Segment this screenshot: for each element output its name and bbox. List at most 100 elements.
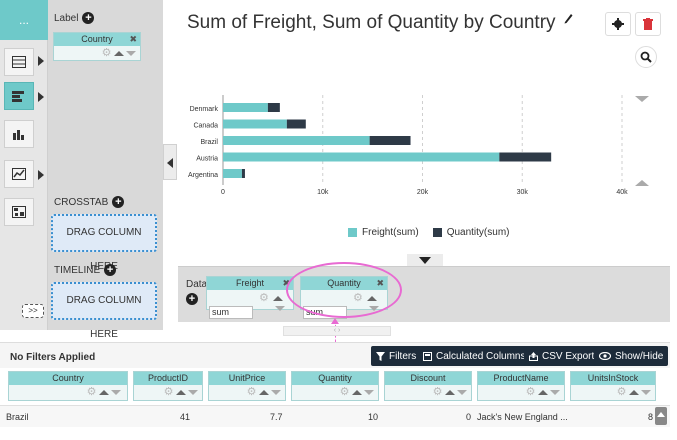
sort-asc-icon[interactable]: [99, 390, 109, 396]
bar-freight[interactable]: [223, 152, 500, 162]
sort-desc-icon[interactable]: [457, 390, 467, 396]
chip-settings-icon[interactable]: ⚙: [616, 386, 627, 398]
add-crosstab-button[interactable]: +: [112, 196, 125, 208]
chip-settings-icon[interactable]: ⚙: [101, 47, 112, 59]
edit-title-icon[interactable]: [563, 12, 573, 24]
label-country-chip[interactable]: Country ✖ ⚙: [53, 32, 141, 61]
sort-asc-icon[interactable]: [273, 296, 283, 302]
sort-asc-icon[interactable]: [176, 390, 186, 396]
remove-chip-icon[interactable]: ✖: [376, 278, 384, 288]
cell-quantity: 10: [368, 412, 379, 422]
delete-chart-button[interactable]: [635, 12, 661, 36]
horizontal-scroll-strip[interactable]: ‹ ›: [283, 326, 391, 336]
collapse-panel-handle[interactable]: [163, 144, 177, 180]
sort-asc-icon[interactable]: [445, 390, 455, 396]
legend-swatch-freight: [348, 228, 357, 237]
remove-chip-icon[interactable]: ✖: [282, 278, 290, 288]
freight-agg-select[interactable]: sum: [209, 306, 253, 319]
chip-settings-icon[interactable]: ⚙: [353, 292, 363, 304]
data-chip-freight[interactable]: Freight ✖ sum ⚙: [206, 276, 294, 319]
bar-freight[interactable]: [223, 119, 287, 129]
sort-desc-icon[interactable]: [369, 306, 379, 312]
csv-export-button[interactable]: CSV Export: [524, 346, 600, 366]
data-chip-freight-name: Freight: [235, 278, 264, 288]
add-timeline-button[interactable]: +: [104, 264, 117, 276]
bar-quantity[interactable]: [241, 169, 245, 178]
funnel-icon: [376, 351, 385, 361]
calculated-columns-button[interactable]: Calculated Columns: [418, 346, 531, 366]
sort-desc-icon[interactable]: [126, 51, 136, 57]
sort-desc-icon[interactable]: [275, 306, 285, 312]
quantity-agg-select[interactable]: sum: [303, 306, 347, 319]
show-hide-button[interactable]: Show/Hide: [594, 346, 669, 366]
bar-chart-view-button[interactable]: [4, 82, 34, 110]
bar-quantity[interactable]: [369, 136, 411, 145]
chip-settings-icon[interactable]: ⚙: [163, 386, 174, 398]
bar-chart-expand-arrow[interactable]: [38, 92, 44, 102]
sort-desc-icon[interactable]: [364, 390, 374, 396]
chip-settings-icon[interactable]: ⚙: [259, 292, 269, 304]
line-chart-expand-arrow[interactable]: [38, 170, 44, 180]
chip-settings-icon[interactable]: ⚙: [432, 386, 443, 398]
y-category-label: Argentina: [188, 172, 218, 179]
sort-desc-icon[interactable]: [111, 390, 121, 396]
grid-column-unitprice[interactable]: UnitPrice ⚙: [208, 371, 286, 401]
chip-settings-icon[interactable]: ⚙: [525, 386, 536, 398]
remove-chip-icon[interactable]: ✖: [129, 34, 137, 44]
rail-header[interactable]: ...: [0, 0, 48, 40]
sort-desc-icon[interactable]: [641, 390, 651, 396]
legend-item-quantity[interactable]: Quantity(sum): [432, 227, 510, 238]
sort-asc-icon[interactable]: [367, 296, 377, 302]
table-view-button[interactable]: [4, 48, 34, 76]
expand-panel-button[interactable]: >>: [22, 304, 44, 318]
legend-label-quantity: Quantity(sum): [446, 227, 510, 238]
line-chart-view-button[interactable]: [4, 160, 34, 188]
chart-scroll-up-icon[interactable]: [635, 96, 649, 102]
sort-asc-icon[interactable]: [352, 390, 362, 396]
grid-column-quantity[interactable]: Quantity ⚙: [291, 371, 379, 401]
sort-asc-icon[interactable]: [538, 390, 548, 396]
sort-asc-icon[interactable]: [259, 390, 269, 396]
sort-desc-icon[interactable]: [550, 390, 560, 396]
column-chart-view-button[interactable]: [4, 120, 34, 148]
map-view-button[interactable]: [4, 198, 34, 226]
chart-settings-button[interactable]: [605, 12, 631, 36]
grid-column-productid[interactable]: ProductID ⚙: [133, 371, 203, 401]
grid-column-label: ProductID: [147, 373, 189, 383]
bar-quantity[interactable]: [499, 152, 552, 162]
add-label-button[interactable]: +: [82, 12, 95, 24]
chart-title: Sum of Freight, Sum of Quantity by Count…: [187, 12, 573, 34]
chip-settings-icon[interactable]: ⚙: [246, 386, 257, 398]
grid-column-unitsinstock[interactable]: UnitsInStock ⚙: [570, 371, 656, 401]
bar-quantity[interactable]: [286, 119, 306, 129]
sort-asc-icon[interactable]: [114, 51, 124, 57]
sort-asc-icon[interactable]: [629, 390, 639, 396]
add-data-field-button[interactable]: +: [186, 293, 198, 305]
data-chip-quantity[interactable]: Quantity ✖ sum ⚙: [300, 276, 388, 319]
table-row[interactable]: Brazil 41 7.7 10 0 Jack's New England ..…: [0, 405, 670, 427]
table-view-expand-arrow[interactable]: [38, 56, 44, 66]
grid-column-country[interactable]: Country ⚙: [8, 371, 128, 401]
grid-column-discount[interactable]: Discount ⚙: [384, 371, 472, 401]
field-panel: Label + Country ✖ ⚙ CROSSTAB + DRAG COLU…: [48, 0, 163, 340]
zoom-button[interactable]: [635, 46, 657, 68]
sort-desc-icon[interactable]: [188, 390, 198, 396]
filters-button[interactable]: Filters: [371, 346, 422, 366]
bar-quantity[interactable]: [267, 103, 280, 112]
sort-desc-icon[interactable]: [271, 390, 281, 396]
crosstab-section-title: CROSSTAB: [54, 196, 109, 208]
crosstab-dropzone[interactable]: DRAG COLUMN HERE: [51, 214, 157, 272]
grid-column-productname[interactable]: ProductName ⚙: [477, 371, 565, 401]
bar-freight[interactable]: [223, 169, 242, 178]
cell-country: Brazil: [6, 412, 29, 422]
data-panel-toggle[interactable]: [407, 254, 443, 268]
bar-freight[interactable]: [223, 103, 268, 112]
chip-settings-icon[interactable]: ⚙: [86, 386, 97, 398]
timeline-dropzone[interactable]: DRAG COLUMN HERE: [51, 282, 157, 340]
chip-settings-icon[interactable]: ⚙: [339, 386, 350, 398]
label-section-header: Label +: [54, 12, 95, 24]
grid-scrollbar[interactable]: [655, 407, 667, 425]
legend-item-freight[interactable]: Freight(sum): [348, 227, 419, 238]
chart-scroll-down-icon[interactable]: [635, 180, 649, 186]
bar-freight[interactable]: [223, 136, 370, 145]
